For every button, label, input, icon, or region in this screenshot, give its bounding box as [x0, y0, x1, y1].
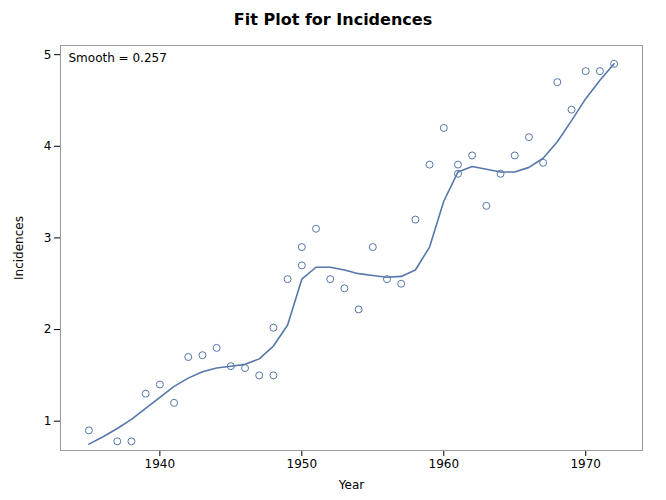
svg-text:1970: 1970 — [570, 457, 601, 471]
svg-text:Incidences: Incidences — [12, 216, 26, 280]
svg-text:1950: 1950 — [287, 457, 318, 471]
svg-text:2: 2 — [44, 322, 52, 336]
svg-text:1940: 1940 — [145, 457, 176, 471]
svg-text:Smooth = 0.257: Smooth = 0.257 — [69, 51, 167, 65]
svg-text:3: 3 — [44, 231, 52, 245]
svg-text:5: 5 — [44, 48, 52, 62]
svg-text:4: 4 — [44, 139, 52, 153]
svg-text:1960: 1960 — [428, 457, 459, 471]
svg-text:1: 1 — [44, 414, 52, 428]
html-text:Fit Plot for Incidences: Fit Plot for Incidences — [233, 10, 433, 29]
svg-text:Year: Year — [338, 478, 364, 492]
